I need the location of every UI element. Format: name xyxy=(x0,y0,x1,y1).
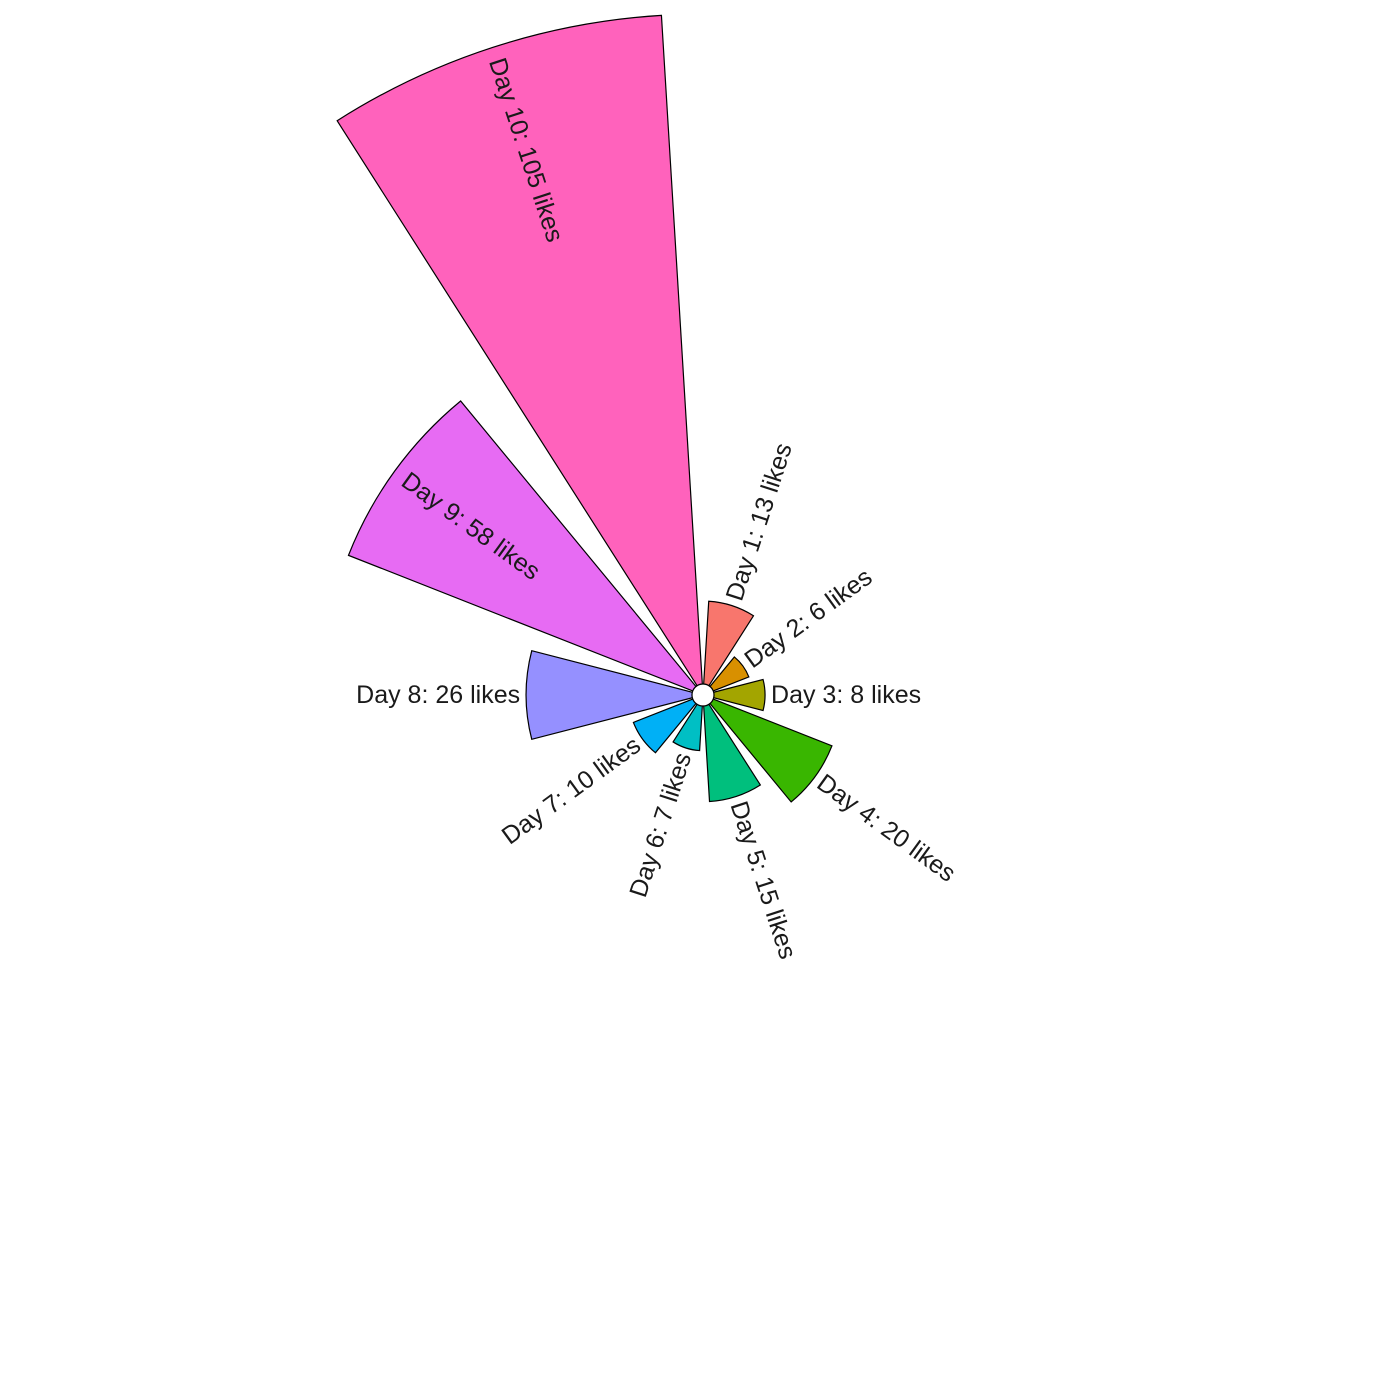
label-day-7: Day 7: 10 likes xyxy=(497,731,646,850)
center-hole xyxy=(691,683,715,707)
bars-group xyxy=(336,14,833,803)
label-day-2: Day 2: 6 likes xyxy=(739,563,877,674)
label-day-4: Day 4: 20 likes xyxy=(812,769,961,888)
label-day-3: Day 3: 8 likes xyxy=(771,681,921,709)
label-day-8: Day 8: 26 likes xyxy=(356,681,520,709)
label-day-5: Day 5: 15 likes xyxy=(725,798,802,963)
label-day-1: Day 1: 13 likes xyxy=(721,440,798,605)
label-day-6: Day 6: 7 likes xyxy=(624,749,697,900)
